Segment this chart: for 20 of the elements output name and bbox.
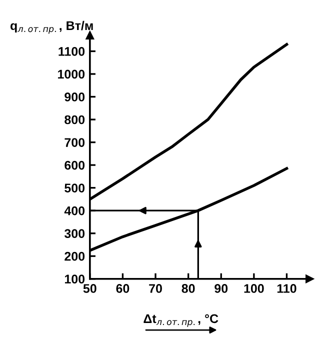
y-tick-label: 900 [64, 92, 85, 102]
x-tick-label: 70 [149, 284, 162, 293]
y-axis-title: q$_{л.от.пр.}$, Вт/м [10, 20, 93, 34]
y-tick-label: 300 [64, 229, 85, 238]
x-tick-label: 100 [244, 284, 264, 293]
x-tick-label: 60 [116, 284, 130, 293]
y-tick-label: 1100 [58, 47, 85, 56]
y-tick-label: 1000 [58, 70, 85, 79]
x-tick-label: 110 [277, 284, 296, 293]
x-axis-title: Δt$_{л.от.пр.}$, °C [144, 314, 218, 327]
y-tick-label: 600 [64, 160, 85, 170]
y-tick-label: 200 [64, 252, 85, 261]
y-tick-label: 100 [64, 274, 85, 284]
y-tick-label: 400 [64, 206, 85, 216]
x-tick-label: 90 [214, 284, 228, 293]
x-tick-label: 80 [182, 284, 195, 293]
y-tick-label: 700 [64, 138, 85, 147]
y-tick-label: 500 [64, 184, 85, 192]
x-tick-label: 50 [83, 284, 96, 293]
y-tick-label: 800 [64, 115, 85, 124]
